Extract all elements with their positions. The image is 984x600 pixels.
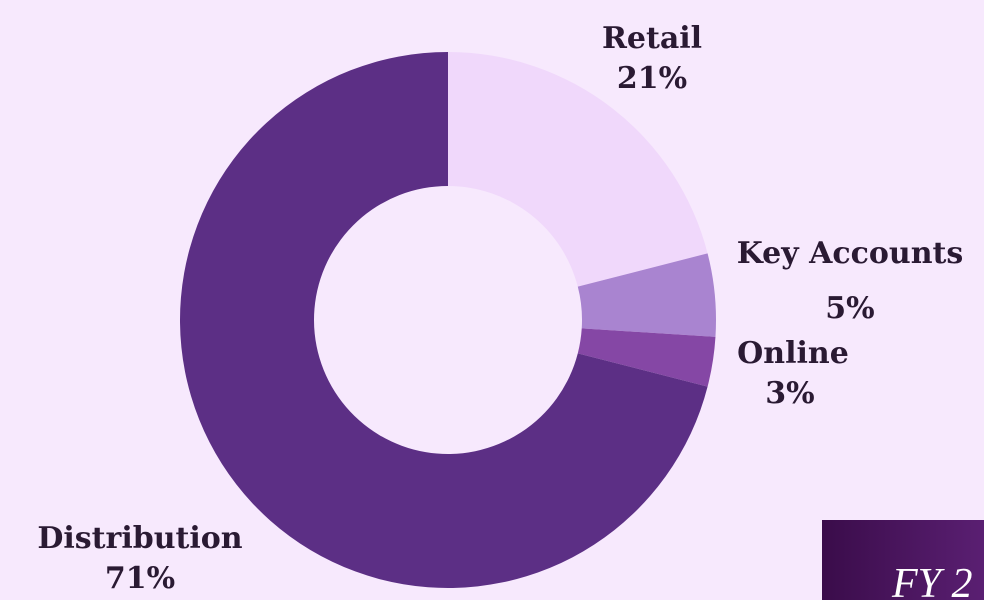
badge-text: FY 2 xyxy=(892,561,973,600)
fiscal-year-badge: FY 2 xyxy=(822,520,984,600)
slice-value-label: 3% xyxy=(765,376,814,411)
slice-label: Distribution xyxy=(37,521,242,556)
donut-slice xyxy=(577,253,716,337)
slice-label: Online xyxy=(737,336,849,371)
donut-slice xyxy=(577,328,716,387)
donut-slice xyxy=(179,52,708,588)
slice-value-label: 5% xyxy=(825,291,874,326)
slice-value-label: 21% xyxy=(617,61,687,96)
slice-label: Key Accounts xyxy=(737,236,964,271)
donut-slice xyxy=(448,52,708,287)
slice-value-label: 71% xyxy=(105,561,175,596)
slice-label: Retail xyxy=(602,21,702,56)
